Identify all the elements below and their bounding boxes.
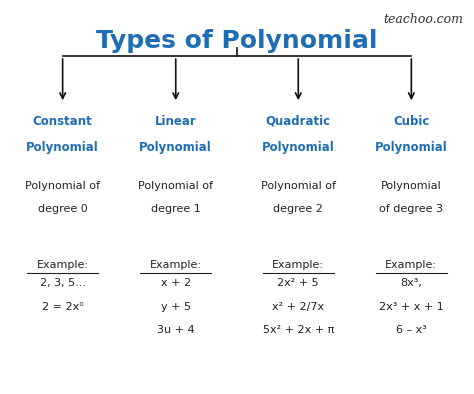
Text: 5x² + 2x + π: 5x² + 2x + π xyxy=(263,325,334,335)
Text: 2x³ + x + 1: 2x³ + x + 1 xyxy=(379,302,444,312)
Text: 2x² + 5: 2x² + 5 xyxy=(277,279,319,288)
Text: Polynomial: Polynomial xyxy=(381,181,442,191)
Text: Polynomial: Polynomial xyxy=(139,141,212,154)
Text: 2, 3, 5...: 2, 3, 5... xyxy=(40,279,86,288)
Text: Types of Polynomial: Types of Polynomial xyxy=(96,29,378,53)
Text: Example:: Example: xyxy=(36,260,89,269)
Text: Constant: Constant xyxy=(33,115,92,128)
Text: Example:: Example: xyxy=(150,260,202,269)
Text: 6 – x³: 6 – x³ xyxy=(396,325,427,335)
Text: Example:: Example: xyxy=(272,260,324,269)
Text: degree 1: degree 1 xyxy=(151,204,201,214)
Text: x² + 2/7x: x² + 2/7x xyxy=(272,302,324,312)
Text: of degree 3: of degree 3 xyxy=(379,204,443,214)
Text: teachoo.com: teachoo.com xyxy=(383,13,463,26)
Text: Polynomial of: Polynomial of xyxy=(138,181,213,191)
Text: degree 0: degree 0 xyxy=(38,204,88,214)
Text: Cubic: Cubic xyxy=(393,115,429,128)
Text: y + 5: y + 5 xyxy=(161,302,191,312)
Text: 3u + 4: 3u + 4 xyxy=(157,325,194,335)
Text: 8x³,: 8x³, xyxy=(401,279,422,288)
Text: Polynomial of: Polynomial of xyxy=(25,181,100,191)
Text: Polynomial: Polynomial xyxy=(26,141,99,154)
Text: Polynomial: Polynomial xyxy=(375,141,448,154)
Text: Quadratic: Quadratic xyxy=(266,115,331,128)
Text: Polynomial: Polynomial xyxy=(262,141,335,154)
Text: x + 2: x + 2 xyxy=(161,279,191,288)
Text: Linear: Linear xyxy=(155,115,197,128)
Text: Polynomial of: Polynomial of xyxy=(261,181,336,191)
Text: degree 2: degree 2 xyxy=(273,204,323,214)
Text: Example:: Example: xyxy=(385,260,438,269)
Text: 2 = 2x⁰: 2 = 2x⁰ xyxy=(42,302,83,312)
